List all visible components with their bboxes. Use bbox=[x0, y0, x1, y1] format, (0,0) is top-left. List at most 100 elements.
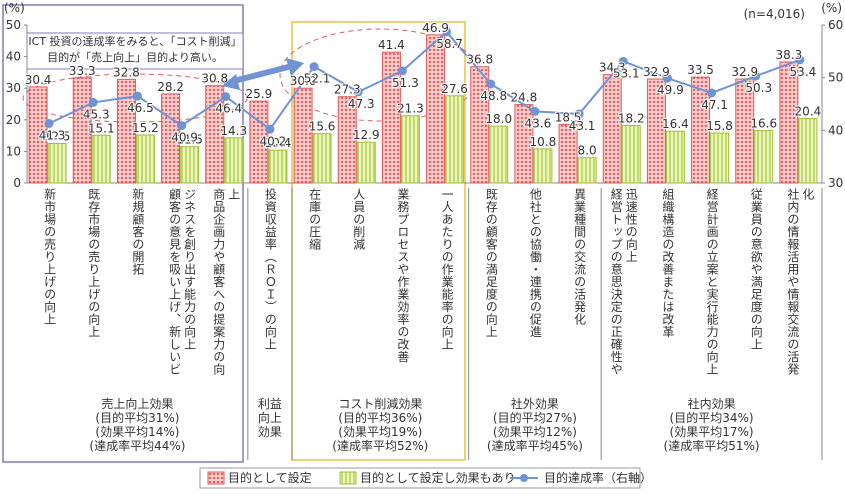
bar-value-label: 32.9 bbox=[731, 65, 758, 79]
line-marker bbox=[751, 71, 761, 81]
group-label: 利益 bbox=[258, 397, 282, 411]
annotation: ICT 投資の達成率をみると、「コスト削減」 bbox=[28, 34, 241, 48]
bar-value-label: 8.0 bbox=[578, 144, 597, 158]
group-label: 効果 bbox=[258, 424, 282, 439]
bar-value-label: 27.6 bbox=[441, 82, 468, 96]
bar bbox=[47, 143, 67, 184]
group-label: (達成率平均51%) bbox=[664, 438, 760, 453]
bar-value-label: 41.4 bbox=[378, 38, 405, 52]
bar bbox=[224, 137, 244, 184]
line-value-label: 46.4 bbox=[215, 102, 242, 116]
legend-box bbox=[199, 467, 641, 489]
legend-label: 目的として設定 bbox=[228, 470, 312, 485]
bar bbox=[646, 78, 666, 184]
bar-value-label: 15.1 bbox=[88, 121, 115, 135]
y-tick-label: 50 bbox=[6, 18, 21, 32]
bar bbox=[602, 74, 622, 184]
line-marker bbox=[397, 66, 407, 76]
y2-tick-label: 60 bbox=[828, 18, 843, 32]
line-value-label: 53.4 bbox=[790, 65, 817, 79]
y-tick-label: 40 bbox=[6, 50, 21, 64]
line-marker bbox=[707, 88, 717, 98]
group-label: (効果平均17%) bbox=[670, 424, 754, 439]
line-value-label: 47.1 bbox=[701, 98, 728, 112]
line-value-label: 53.1 bbox=[613, 66, 640, 80]
line-value-label: 40.2 bbox=[260, 134, 287, 148]
bar bbox=[665, 130, 685, 184]
group-label: (目的平均27%) bbox=[493, 410, 577, 425]
bar bbox=[356, 141, 376, 184]
bar-value-label: 33.3 bbox=[69, 64, 96, 78]
line-marker bbox=[353, 87, 363, 97]
bar bbox=[400, 115, 420, 184]
y2-tick-label: 50 bbox=[828, 71, 843, 85]
bar-value-label: 18.2 bbox=[618, 111, 645, 125]
group-label: (効果平均12%) bbox=[493, 424, 577, 439]
x-tick-label: 他社との協働・連携の促進 bbox=[528, 188, 543, 338]
bar-value-label: 11.5 bbox=[176, 133, 203, 147]
group-label: 社内効果 bbox=[688, 396, 736, 411]
bar-value-label: 16.6 bbox=[750, 117, 777, 131]
line-value-label: 48.8 bbox=[480, 89, 507, 103]
x-tick-label: 経営計画の立案と実行能力の向上 bbox=[705, 188, 720, 376]
y2-tick-label: 40 bbox=[828, 123, 843, 137]
annotation-box bbox=[26, 32, 244, 70]
bar-value-label: 10.8 bbox=[530, 135, 557, 149]
bar bbox=[249, 100, 269, 184]
bar bbox=[28, 86, 48, 184]
x-tick-label: 新規顧客の開拓 bbox=[130, 188, 145, 276]
bar bbox=[312, 133, 332, 184]
bar-value-label: 12.5 bbox=[44, 130, 71, 144]
line-marker bbox=[88, 97, 98, 107]
bar bbox=[337, 96, 357, 184]
bar-value-label: 20.4 bbox=[795, 105, 822, 119]
x-tick-label: 経営トップの意思決定の正確性や迅速性の向上 bbox=[609, 188, 639, 376]
bar-value-label: 46.9 bbox=[422, 21, 449, 35]
bar-value-label: 18.5 bbox=[555, 111, 582, 125]
line-marker bbox=[265, 124, 275, 134]
line-marker bbox=[530, 106, 540, 116]
x-tick-label: 商品企画力や顧客への提案力の向上 bbox=[211, 188, 241, 376]
line-value-label: 51.3 bbox=[392, 76, 419, 90]
bar bbox=[205, 85, 225, 184]
bar-value-label: 33.5 bbox=[687, 63, 714, 77]
note: (n=4,016) bbox=[744, 7, 805, 21]
bar bbox=[621, 124, 641, 184]
annotation: 目的が「売上向上」目的より高い。 bbox=[47, 50, 223, 64]
group-label: 社外効果 bbox=[511, 396, 559, 411]
bar-value-label: 36.8 bbox=[466, 53, 493, 67]
x-tick-label: 異業種間の交流の活発化 bbox=[572, 188, 587, 326]
bar bbox=[558, 124, 578, 184]
bar-value-label: 34.3 bbox=[599, 61, 626, 75]
x-tick-label: 投資収益率（ＲＯＩ）の向上 bbox=[263, 188, 278, 351]
bar-value-label: 32.8 bbox=[113, 65, 140, 79]
line-value-label: 49.9 bbox=[657, 83, 684, 97]
bar-value-label: 15.8 bbox=[706, 119, 733, 133]
x-tick-label: 既存市場の売り上げの向上 bbox=[86, 188, 101, 338]
group-label: (効果平均14%) bbox=[95, 424, 179, 439]
bar bbox=[180, 146, 200, 184]
group-label: (効果平均19%) bbox=[338, 424, 422, 439]
bar bbox=[710, 132, 730, 184]
line-marker bbox=[618, 56, 628, 66]
legend-swatch bbox=[339, 471, 357, 485]
bar bbox=[798, 118, 818, 184]
x-tick-label: 一人あたりの作業能率の向上 bbox=[440, 188, 455, 351]
bar bbox=[445, 95, 465, 184]
bar-value-label: 30.4 bbox=[25, 73, 52, 87]
bar bbox=[489, 125, 509, 184]
group-label: コスト削減効果 bbox=[338, 396, 422, 411]
x-tick-label: 顧客の意見を吸い上げ、新しいビジネスを創り出す能力の向上 bbox=[167, 188, 197, 376]
bar bbox=[91, 134, 111, 184]
bar bbox=[268, 149, 288, 184]
group-label: (目的平均31%) bbox=[95, 410, 179, 425]
legend-label: 目的として設定し効果もあり bbox=[360, 470, 516, 485]
bar bbox=[426, 34, 446, 184]
group-label: (目的平均36%) bbox=[338, 410, 422, 425]
bar-value-label: 14.3 bbox=[220, 124, 247, 138]
y2-tick-label: 30 bbox=[828, 176, 843, 190]
bar bbox=[533, 148, 553, 184]
line-value-label: 41.3 bbox=[39, 128, 66, 142]
line-value-label: 52.1 bbox=[304, 72, 331, 86]
